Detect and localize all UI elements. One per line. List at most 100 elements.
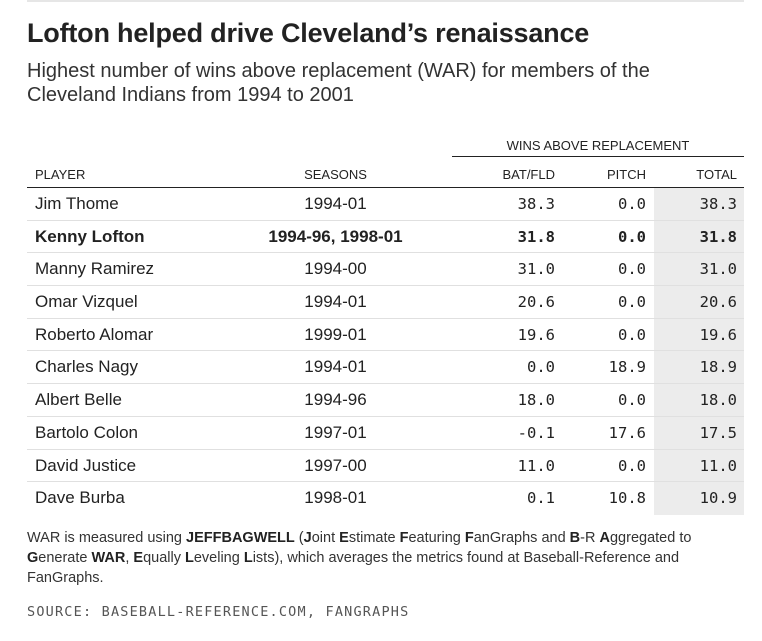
footnote-segment: L <box>243 550 253 566</box>
footnote-segment: L <box>185 550 194 566</box>
seasons-value: 1997-01 <box>304 422 367 442</box>
footnote-segment: A <box>599 530 610 546</box>
bat-fld-value: 0.1 <box>527 489 555 508</box>
total-value: 20.6 <box>699 293 737 312</box>
total-value: 38.3 <box>699 195 737 213</box>
table-row: David Justice 1997-00 11.0 0.0 11.0 <box>27 450 744 483</box>
top-rule <box>27 0 744 2</box>
pitch-value: 17.6 <box>608 423 646 442</box>
total-value: 18.0 <box>699 391 737 410</box>
pitch-value: 18.9 <box>608 358 646 377</box>
footnote-segment: ists), which averages the metrics found … <box>27 550 680 586</box>
footnote-segment: ggregated to <box>609 530 692 546</box>
total-value: 18.9 <box>699 358 737 377</box>
footnote-segment: ( <box>294 530 304 546</box>
seasons-value: 1994-96, 1998-01 <box>268 226 403 246</box>
footnote-segment: enerate <box>38 550 92 566</box>
seasons-value: 1994-01 <box>304 357 367 377</box>
bat-fld-value: 38.3 <box>517 195 555 213</box>
table-row: Jim Thome 1994-01 38.3 0.0 38.3 <box>27 188 744 221</box>
player-name: Omar Vizquel <box>35 292 138 312</box>
source-note: SOURCE: BASEBALL-REFERENCE.COM, FANGRAPH… <box>27 604 410 620</box>
player-name: Charles Nagy <box>35 357 138 377</box>
bat-fld-value: -0.1 <box>517 423 555 442</box>
player-name: Dave Burba <box>35 488 125 508</box>
player-name: Kenny Lofton <box>35 226 145 246</box>
pitch-value: 0.0 <box>618 195 646 213</box>
column-header-total: TOTAL <box>696 167 737 182</box>
seasons-value: 1994-96 <box>304 390 367 410</box>
footnote-segment: G <box>27 550 39 566</box>
bat-fld-value: 18.0 <box>517 391 555 410</box>
footnote-segment: F <box>399 530 409 546</box>
footnote-segment: J <box>303 530 312 546</box>
total-value: 11.0 <box>699 456 737 475</box>
player-name: Jim Thome <box>35 194 119 213</box>
footnote-segment: WAR <box>91 550 126 566</box>
bat-fld-value: 31.8 <box>517 227 555 246</box>
player-name: Roberto Alomar <box>35 324 154 344</box>
war-group-header: WINS ABOVE REPLACEMENT <box>506 138 690 153</box>
header-rule <box>27 187 744 188</box>
pitch-value: 0.0 <box>618 227 646 246</box>
bat-fld-value: 0.0 <box>527 358 555 377</box>
footnote-segment: E <box>133 550 144 566</box>
table-row: Charles Nagy 1994-01 0.0 18.9 18.9 <box>27 351 744 385</box>
pitch-value: 0.0 <box>618 456 646 475</box>
war-table-body: Jim Thome 1994-01 38.3 0.0 38.3 Kenny Lofton 1… <box>27 188 744 514</box>
footnote: WAR is measured using JEFFBAGWELL (Joint… <box>27 528 747 588</box>
footnote-segment: eveling <box>193 550 244 566</box>
footnote-segment: stimate <box>348 530 400 546</box>
player-name: Albert Belle <box>35 390 122 410</box>
table-row: Manny Ramirez 1994-00 31.0 0.0 31.0 <box>27 253 744 287</box>
seasons-value: 1998-01 <box>304 488 367 508</box>
pitch-value: 0.0 <box>618 260 646 279</box>
footnote-segment: B <box>569 530 581 546</box>
footnote-segment: F <box>464 530 474 546</box>
column-header-bat-fld: BAT/FLD <box>502 167 556 182</box>
footnote-segment: JEFFBAGWELL <box>186 530 295 546</box>
total-value: 10.9 <box>699 489 737 508</box>
bat-fld-value: 20.6 <box>517 293 555 312</box>
chart-subtitle: Highest number of wins above replacement… <box>27 60 650 106</box>
column-header-seasons: SEASONS <box>304 167 367 182</box>
player-name: Manny Ramirez <box>35 259 155 279</box>
seasons-value: 1997-00 <box>304 455 367 475</box>
chart-title: Lofton helped drive Cleveland’s renaissa… <box>27 18 590 48</box>
column-header-pitch: PITCH <box>607 167 646 182</box>
table-row: Albert Belle 1994-96 18.0 0.0 18.0 <box>27 384 744 417</box>
table-row: Kenny Lofton 1994-96, 1998-01 31.8 0.0 31.8 <box>27 221 744 254</box>
footnote-segment: eaturing <box>408 530 465 546</box>
seasons-value: 1994-00 <box>304 259 367 279</box>
bat-fld-value: 11.0 <box>517 456 555 475</box>
total-column-shading <box>654 188 744 515</box>
bat-fld-value: 19.6 <box>517 325 555 344</box>
pitch-value: 10.8 <box>608 489 646 508</box>
total-value: 19.6 <box>699 325 737 344</box>
footnote-segment: E <box>339 530 349 546</box>
pitch-value: 0.0 <box>618 293 646 312</box>
total-value: 31.8 <box>699 227 737 246</box>
column-header-player: PLAYER <box>35 167 86 182</box>
footnote-segment: WAR is measured using <box>27 530 187 546</box>
player-name: David Justice <box>35 455 137 475</box>
total-value: 17.5 <box>699 423 737 442</box>
bat-fld-value: 31.0 <box>517 260 555 279</box>
table-row: Omar Vizquel 1994-01 20.6 0.0 20.6 <box>27 286 744 319</box>
player-name: Bartolo Colon <box>35 422 139 442</box>
pitch-value: 0.0 <box>618 391 646 410</box>
table-row: Roberto Alomar 1999-01 19.6 0.0 19.6 <box>27 319 744 352</box>
pitch-value: 0.0 <box>618 325 646 344</box>
table-row: Bartolo Colon 1997-01 -0.1 17.6 17.5 <box>27 417 744 450</box>
footnote-segment: -R <box>580 530 600 546</box>
table-row: Dave Burba 1998-01 0.1 10.8 10.9 <box>27 482 744 514</box>
seasons-value: 1994-01 <box>304 194 367 213</box>
footnote-segment: qually <box>143 550 185 566</box>
total-value: 31.0 <box>699 260 737 279</box>
war-group-rule <box>452 156 744 157</box>
footnote-segment: anGraphs and <box>473 530 570 546</box>
footnote-segment: oint <box>311 530 340 546</box>
footnote-segment: , <box>125 550 134 566</box>
seasons-value: 1999-01 <box>304 324 367 344</box>
seasons-value: 1994-01 <box>304 292 367 312</box>
